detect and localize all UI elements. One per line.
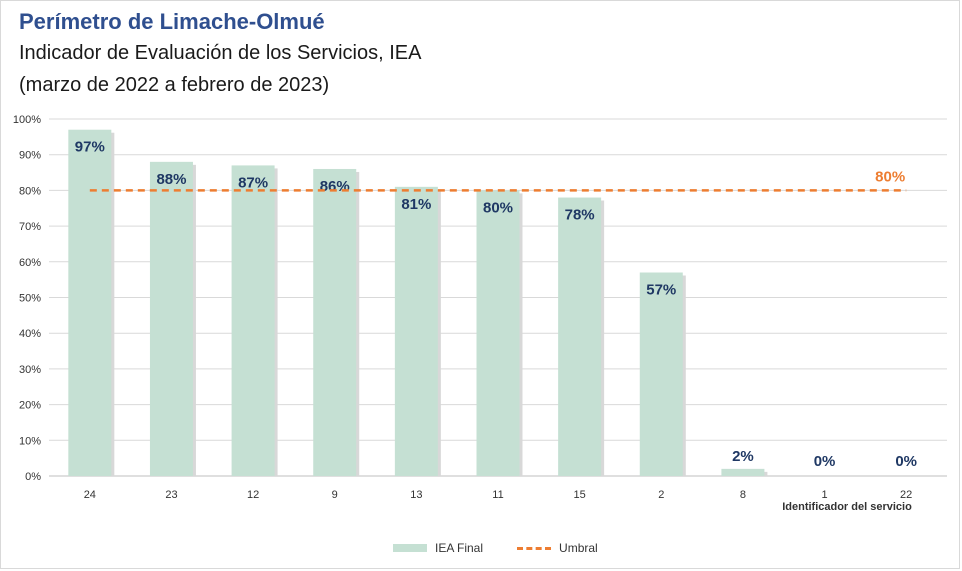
bar — [721, 468, 765, 476]
legend: IEA Final Umbral — [393, 541, 598, 555]
chart-subtitle: Indicador de Evaluación de los Servicios… — [19, 42, 422, 64]
data-label: 80% — [483, 199, 513, 216]
chart-period: (marzo de 2022 a febrero de 2023) — [19, 74, 330, 96]
x-tick-label: 9 — [332, 489, 338, 501]
x-axis-title: Identificador del servicio — [782, 501, 912, 513]
y-tick-label: 20% — [19, 400, 41, 412]
bar — [639, 272, 683, 476]
data-label: 0% — [895, 453, 917, 470]
x-tick-label: 23 — [165, 489, 177, 501]
bar — [558, 197, 602, 477]
data-label: 81% — [401, 196, 431, 213]
x-tick-label: 2 — [658, 489, 664, 501]
x-tick-label: 11 — [492, 489, 503, 501]
y-tick-label: 60% — [19, 257, 41, 269]
bar — [394, 186, 438, 476]
y-tick-label: 10% — [19, 435, 41, 447]
x-tick-label: 8 — [740, 489, 746, 501]
bar — [68, 129, 112, 476]
x-tick-label: 1 — [821, 489, 827, 501]
x-tick-label: 24 — [84, 489, 96, 501]
bar — [149, 161, 193, 476]
data-label: 88% — [156, 171, 186, 188]
y-tick-label: 80% — [19, 185, 41, 197]
legend-bar-label: IEA Final — [435, 541, 484, 555]
y-tick-label: 70% — [19, 221, 41, 233]
y-tick-label: 50% — [19, 293, 41, 305]
bar — [313, 168, 357, 477]
legend-threshold-label: Umbral — [559, 541, 598, 555]
x-tick-label: 12 — [247, 489, 259, 501]
data-label: 57% — [646, 282, 676, 299]
x-tick-label: 13 — [410, 489, 422, 501]
y-tick-label: 90% — [19, 150, 41, 162]
bar — [476, 190, 520, 476]
x-tick-label: 15 — [574, 489, 586, 501]
data-label: 2% — [732, 448, 754, 465]
legend-bar-swatch — [393, 544, 427, 552]
y-tick-label: 30% — [19, 364, 41, 376]
data-label: 97% — [75, 139, 105, 156]
data-label: 78% — [565, 207, 595, 224]
y-tick-label: 40% — [19, 328, 41, 340]
data-label: 86% — [320, 178, 350, 195]
y-tick-label: 100% — [13, 114, 41, 126]
legend-threshold-swatch — [517, 546, 552, 550]
data-label: 87% — [238, 174, 268, 191]
x-tick-label: 22 — [900, 489, 912, 501]
y-tick-label: 0% — [25, 471, 41, 483]
bar — [231, 165, 275, 476]
chart-title: Perímetro de Limache-Olmué — [19, 9, 325, 34]
threshold-label: 80% — [875, 168, 905, 185]
data-label: 0% — [814, 453, 836, 470]
